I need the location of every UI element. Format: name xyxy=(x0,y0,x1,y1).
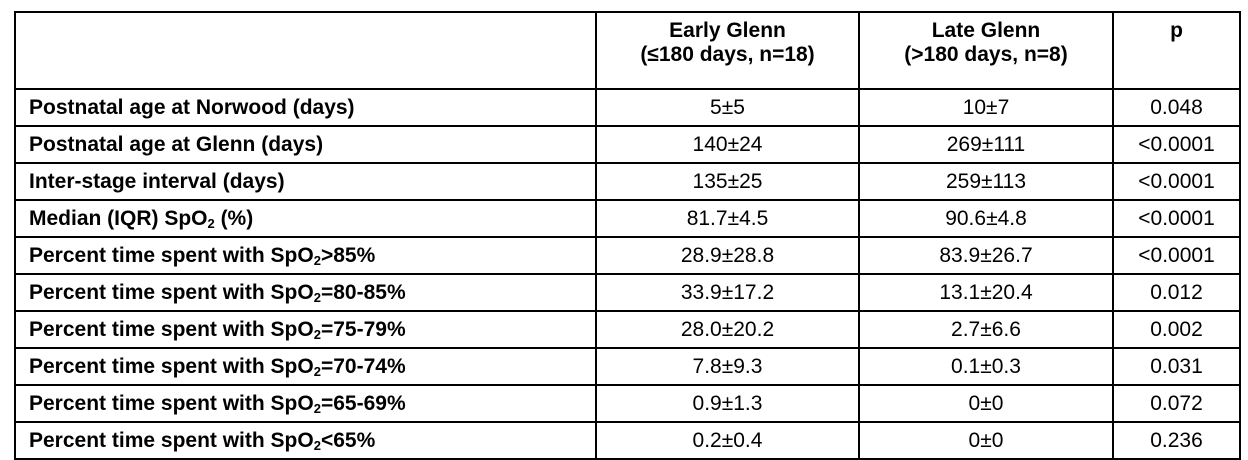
p-value: 0.072 xyxy=(1112,384,1241,423)
header-early-subtitle: (≤180 days, n=18) xyxy=(640,43,815,66)
table-row: Percent time spent with SpO2=75-79% 28.0±… xyxy=(14,310,1241,349)
row-label-suffix: =75-79% xyxy=(320,317,406,341)
row-label-text: Percent time spent with SpO xyxy=(29,317,314,341)
early-glenn-value: 28.9±28.8 xyxy=(595,236,860,275)
table-header-row: Early Glenn (≤180 days, n=18) Late Glenn… xyxy=(14,11,1241,90)
table-row: Percent time spent with SpO2=65-69% 0.9±1… xyxy=(14,384,1241,423)
late-glenn-value: 13.1±20.4 xyxy=(858,273,1114,312)
table-row: Percent time spent with SpO2<65% 0.2±0.4 0… xyxy=(14,421,1241,460)
late-glenn-value: 10±7 xyxy=(858,88,1114,127)
table-row: Percent time spent with SpO2>85% 28.9±28.… xyxy=(14,236,1241,275)
row-label: Percent time spent with SpO2<65% xyxy=(14,421,597,460)
row-label-subscript: 2 xyxy=(313,326,321,342)
early-glenn-value: 5±5 xyxy=(595,88,860,127)
table-row: Inter-stage interval (days) 135±25 259±113… xyxy=(14,162,1241,201)
row-label-suffix: >85% xyxy=(320,243,376,267)
row-label-text: Percent time spent with SpO xyxy=(29,428,314,452)
early-glenn-value: 0.2±0.4 xyxy=(595,421,860,460)
data-table-container: Early Glenn (≤180 days, n=18) Late Glenn… xyxy=(14,11,1241,460)
row-label: Median (IQR) SpO2 (%) xyxy=(14,199,597,238)
header-p-value: p xyxy=(1112,11,1241,90)
row-label: Postnatal age at Norwood (days) xyxy=(14,88,597,127)
row-label-text: Inter-stage interval (days) xyxy=(29,169,285,193)
row-label-subscript: 2 xyxy=(207,215,215,231)
p-value: <0.0001 xyxy=(1112,236,1241,275)
table-row: Percent time spent with SpO2=70-74% 7.8±9… xyxy=(14,347,1241,386)
table-row: Percent time spent with SpO2=80-85% 33.9±… xyxy=(14,273,1241,312)
row-label: Percent time spent with SpO2=80-85% xyxy=(14,273,597,312)
row-label-suffix: (%) xyxy=(214,206,254,230)
late-glenn-value: 90.6±4.8 xyxy=(858,199,1114,238)
table-row: Postnatal age at Norwood (days) 5±5 10±7 0.… xyxy=(14,88,1241,127)
row-label-subscript: 2 xyxy=(313,289,321,305)
early-glenn-value: 0.9±1.3 xyxy=(595,384,860,423)
late-glenn-value: 83.9±26.7 xyxy=(858,236,1114,275)
header-early-glenn: Early Glenn (≤180 days, n=18) xyxy=(595,11,860,90)
late-glenn-value: 2.7±6.6 xyxy=(858,310,1114,349)
table-body: Postnatal age at Norwood (days) 5±5 10±7 0.… xyxy=(14,88,1241,460)
table-row: Median (IQR) SpO2 (%) 81.7±4.5 90.6±4.8 <0.… xyxy=(14,199,1241,238)
row-label-text: Percent time spent with SpO xyxy=(29,243,314,267)
glenn-comparison-table: Early Glenn (≤180 days, n=18) Late Glenn… xyxy=(14,11,1241,460)
row-label-text: Percent time spent with SpO xyxy=(29,391,314,415)
row-label-subscript: 2 xyxy=(313,363,321,379)
p-value: 0.002 xyxy=(1112,310,1241,349)
row-label-text: Median (IQR) SpO xyxy=(29,206,208,230)
header-late-glenn: Late Glenn (>180 days, n=8) xyxy=(858,11,1114,90)
row-label-subscript: 2 xyxy=(313,437,321,453)
early-glenn-value: 7.8±9.3 xyxy=(595,347,860,386)
header-early-title: Early Glenn xyxy=(669,19,786,42)
row-label: Percent time spent with SpO2=75-79% xyxy=(14,310,597,349)
table-row: Postnatal age at Glenn (days) 140±24 269±1… xyxy=(14,125,1241,164)
early-glenn-value: 81.7±4.5 xyxy=(595,199,860,238)
row-label: Percent time spent with SpO2=65-69% xyxy=(14,384,597,423)
p-value: <0.0001 xyxy=(1112,199,1241,238)
row-label-subscript: 2 xyxy=(313,400,321,416)
late-glenn-value: 269±111 xyxy=(858,125,1114,164)
early-glenn-value: 140±24 xyxy=(595,125,860,164)
row-label: Inter-stage interval (days) xyxy=(14,162,597,201)
late-glenn-value: 0±0 xyxy=(858,384,1114,423)
row-label-suffix: =70-74% xyxy=(320,354,406,378)
row-label-text: Percent time spent with SpO xyxy=(29,354,314,378)
early-glenn-value: 28.0±20.2 xyxy=(595,310,860,349)
row-label-suffix: =65-69% xyxy=(320,391,406,415)
header-label-cell xyxy=(14,11,597,90)
header-p-label: p xyxy=(1170,19,1183,42)
row-label-text: Postnatal age at Glenn (days) xyxy=(29,132,324,156)
header-late-subtitle: (>180 days, n=8) xyxy=(904,43,1068,66)
p-value: 0.031 xyxy=(1112,347,1241,386)
row-label-suffix: <65% xyxy=(320,428,376,452)
p-value: 0.012 xyxy=(1112,273,1241,312)
row-label-text: Percent time spent with SpO xyxy=(29,280,314,304)
early-glenn-value: 135±25 xyxy=(595,162,860,201)
p-value: <0.0001 xyxy=(1112,125,1241,164)
p-value: 0.236 xyxy=(1112,421,1241,460)
row-label: Postnatal age at Glenn (days) xyxy=(14,125,597,164)
early-glenn-value: 33.9±17.2 xyxy=(595,273,860,312)
late-glenn-value: 0±0 xyxy=(858,421,1114,460)
late-glenn-value: 259±113 xyxy=(858,162,1114,201)
header-late-title: Late Glenn xyxy=(931,19,1041,42)
row-label: Percent time spent with SpO2=70-74% xyxy=(14,347,597,386)
row-label-suffix: =80-85% xyxy=(320,280,406,304)
p-value: <0.0001 xyxy=(1112,162,1241,201)
late-glenn-value: 0.1±0.3 xyxy=(858,347,1114,386)
p-value: 0.048 xyxy=(1112,88,1241,127)
row-label-text: Postnatal age at Norwood (days) xyxy=(29,95,355,119)
row-label-subscript: 2 xyxy=(313,252,321,268)
row-label: Percent time spent with SpO2>85% xyxy=(14,236,597,275)
